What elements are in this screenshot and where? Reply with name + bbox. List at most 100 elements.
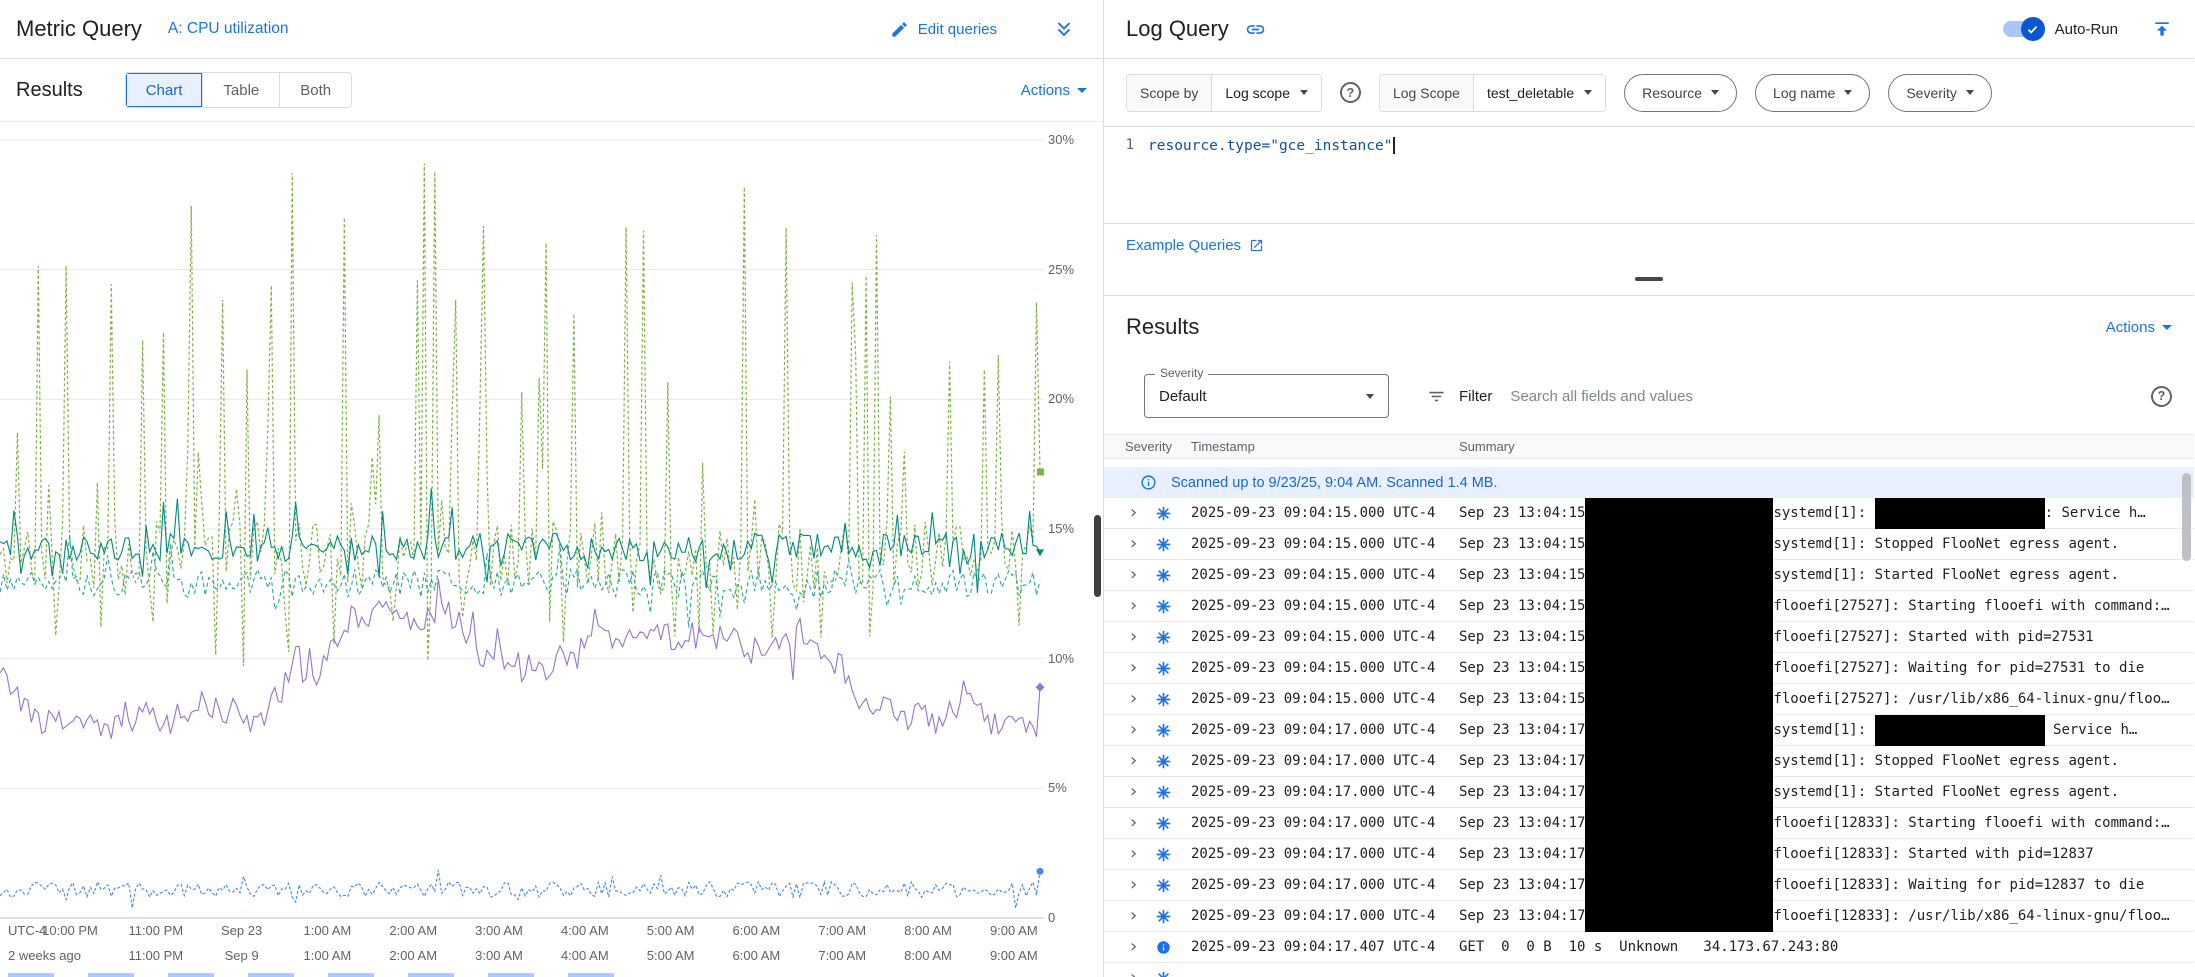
collapse-panel-icon[interactable] xyxy=(2152,19,2172,39)
log-timestamp: 2025-09-23 09:04:17.000 UTC-4 xyxy=(1191,722,1436,738)
expand-row-chevron[interactable]: › xyxy=(1128,750,1139,771)
expand-row-chevron[interactable]: › xyxy=(1128,688,1139,709)
x-axis-label: Sep 9 xyxy=(224,948,259,963)
expand-row-chevron[interactable]: › xyxy=(1128,533,1139,554)
expand-row-chevron[interactable]: › xyxy=(1128,781,1139,802)
log-row[interactable]: › 2025-09-23 09:04:17.000 UTC-4 Sep 23 13:… xyxy=(1104,807,2194,839)
summary-text: flooefi[27527]: Waiting for pid=27531 to… xyxy=(1773,659,2145,676)
log-summary: Sep 23 13:04:17 flooefi[12833]: Starting … xyxy=(1459,807,2194,839)
x-axis-label: Sep 23 xyxy=(220,923,263,938)
log-row[interactable]: › 2025-09-23 09:04:15.000 UTC-4 Sep 23 13:… xyxy=(1104,590,2194,622)
log-row[interactable]: › 2025-09-23 09:04:17.000 UTC-4 Sep 23 13:… xyxy=(1104,776,2194,808)
cpu-utilization-chart[interactable]: 30% 25% 20% 15% 10% 5% 0 UTC-4 10:00 PM 11:00 PM… xyxy=(0,122,1103,977)
tab-table[interactable]: Table xyxy=(202,73,280,107)
summary-text: systemd[1]: Started FlooNet egress agent… xyxy=(1773,783,2120,800)
expand-row-chevron[interactable]: › xyxy=(1128,626,1139,647)
log-row[interactable]: › 2025-09-23 09:04:15.000 UTC-4 Sep 23 13:… xyxy=(1104,528,2194,560)
tab-both[interactable]: Both xyxy=(279,73,352,107)
summary-text: Sep 23 13:04:15 xyxy=(1459,628,1586,645)
summary-text: Sep 23 13:04:17 xyxy=(1459,876,1586,893)
log-timestamp: 2025-09-23 09:04:15.000 UTC-4 xyxy=(1191,629,1436,645)
redacted-text xyxy=(1585,559,1774,591)
chevron-down-icon xyxy=(1844,90,1853,95)
log-row[interactable]: › 2025-09-23 09:04:15.000 UTC-4 Sep 23 13:… xyxy=(1104,683,2194,715)
expand-row-chevron[interactable]: › xyxy=(1128,657,1139,678)
default-severity-icon xyxy=(1156,630,1186,645)
expand-row-chevron[interactable]: › xyxy=(1128,936,1139,957)
metric-query-a-link[interactable]: A: CPU utilization xyxy=(167,20,289,37)
scope-by-label: Scope by xyxy=(1127,74,1213,111)
default-severity-icon xyxy=(1156,909,1186,924)
link-icon[interactable] xyxy=(1245,19,1266,40)
default-severity-icon xyxy=(1156,537,1186,552)
log-row[interactable]: › 2025-09-23 09:04:15.000 UTC-4 Sep 23 13:… xyxy=(1104,497,2194,529)
x-axis-label: 8:00 AM xyxy=(904,923,952,938)
example-queries-label: Example Queries xyxy=(1126,237,1242,254)
log-query-editor[interactable]: 1 resource.type="gce_instance" xyxy=(1104,126,2194,224)
summary-text: Sep 23 13:04:15 xyxy=(1459,659,1586,676)
default-severity-icon xyxy=(1156,506,1186,521)
chevron-down-icon xyxy=(1965,90,1974,95)
log-row[interactable]: › 2025-09-23 09:04:17.000 UTC-4 Sep 23 13:… xyxy=(1104,900,2194,932)
expand-row-chevron[interactable]: › xyxy=(1128,719,1139,740)
log-scope-selector[interactable]: Log Scope test_deletable xyxy=(1378,73,1607,112)
left-panel-scrollbar[interactable] xyxy=(1094,515,1101,597)
expand-row-chevron[interactable]: › xyxy=(1128,905,1139,926)
help-icon[interactable]: ? xyxy=(1339,82,1361,103)
log-results-scrollbar[interactable] xyxy=(2182,473,2191,561)
y-axis-label: 10% xyxy=(1048,650,1075,666)
x-axis-label: 7:00 AM xyxy=(818,948,867,963)
log-row[interactable]: › 2025-09-23 09:04:17.000 UTC-4 Sep 23 13:… xyxy=(1104,869,2194,901)
log-row[interactable]: › 2025-09-23 09:04:15.000 UTC-4 Sep 23 13:… xyxy=(1104,559,2194,591)
log-summary: Sep 23 13:04:17 flooefi[12833]: /usr/lib/… xyxy=(1459,900,2194,932)
help-icon[interactable]: ? xyxy=(2151,385,2172,407)
log-timestamp: 2025-09-23 09:04:15.000 UTC-4 xyxy=(1191,536,1436,552)
drag-handle[interactable] xyxy=(1635,277,1663,281)
editor-code-line[interactable]: resource.type="gce_instance" xyxy=(1148,127,1396,223)
expand-row-chevron[interactable]: › xyxy=(1128,564,1139,585)
log-row[interactable]: › 2025-09-23 09:04:15.000 UTC-4 Sep 23 13:… xyxy=(1104,621,2194,653)
redacted-text xyxy=(1874,714,2045,746)
resource-filter-dropdown[interactable]: Resource xyxy=(1624,73,1738,112)
summary-text: flooefi[12833]: Waiting for pid=12837 to… xyxy=(1773,876,2145,893)
metric-actions-dropdown[interactable]: Actions xyxy=(1021,82,1087,99)
log-summary: Sep 23 13:04:15 flooefi[27527]: Waiting f… xyxy=(1459,652,2194,684)
edit-queries-button[interactable]: Edit queries xyxy=(890,20,997,39)
expand-queries-icon[interactable] xyxy=(1053,18,1075,40)
log-search-input[interactable] xyxy=(1510,387,2151,405)
log-row[interactable]: › 2025-09-23 09:04:17.000 UTC-4 Sep 23 13:… xyxy=(1104,745,2194,777)
log-timestamp: 2025-09-23 09:04:15.000 UTC-4 xyxy=(1191,505,1436,521)
auto-run-toggle[interactable] xyxy=(2002,17,2045,41)
severity-filter-dropdown[interactable]: Severity xyxy=(1888,73,1992,112)
redacted-text xyxy=(1585,714,1774,746)
expand-row-chevron[interactable]: › xyxy=(1128,502,1139,523)
log-row[interactable]: › 2025-09-23 09:04:17.000 UTC-4 Sep 23 13:… xyxy=(1104,714,2194,746)
log-row[interactable]: › 2025-09-23 09:04:17.407 UTC-4 GET 0 0 B … xyxy=(1104,932,2194,963)
redacted-text xyxy=(1585,528,1774,560)
example-queries-link[interactable]: Example Queries xyxy=(1126,237,1264,254)
log-summary: Sep 23 13:04:17 systemd[1]: Started FlooN… xyxy=(1459,776,2194,808)
y-axis-label: 5% xyxy=(1048,780,1067,796)
summary-text: Sep 23 13:04:17 xyxy=(1459,814,1586,831)
expand-row-chevron[interactable]: › xyxy=(1128,812,1139,833)
log-row[interactable]: › 2025-09-23 09:04:15.000 UTC-4 Sep 23 13:… xyxy=(1104,652,2194,684)
severity-select[interactable]: Severity Default xyxy=(1144,366,1389,418)
summary-text: Sep 23 13:04:15 xyxy=(1459,535,1586,552)
tab-chart[interactable]: Chart xyxy=(125,73,203,107)
query-code-text: resource.type="gce_instance" xyxy=(1148,138,1393,154)
expand-row-chevron[interactable]: › xyxy=(1128,595,1139,616)
log-row[interactable]: › xyxy=(1104,963,2194,977)
log-row[interactable]: › 2025-09-23 09:04:17.000 UTC-4 Sep 23 13:… xyxy=(1104,838,2194,870)
expand-row-chevron[interactable]: › xyxy=(1128,843,1139,864)
log-name-filter-dropdown[interactable]: Log name xyxy=(1755,73,1871,112)
summary-text: systemd[1]: Stopped FlooNet egress agent… xyxy=(1773,752,2120,769)
log-filter-bar: Severity Default Filter ? xyxy=(1104,358,2194,434)
log-query-header: Log Query Auto-Run xyxy=(1104,0,2194,59)
scope-by-value: Log scope xyxy=(1225,84,1290,101)
chart-view-segmented-control: Chart Table Both xyxy=(124,72,353,108)
expand-row-chevron[interactable]: › xyxy=(1128,969,1156,977)
scope-by-dropdown[interactable]: Scope by Log scope xyxy=(1126,73,1322,112)
expand-row-chevron[interactable]: › xyxy=(1128,874,1139,895)
summary-text: flooefi[27527]: /usr/lib/x86_64-linux-gn… xyxy=(1773,690,2170,707)
log-actions-dropdown[interactable]: Actions xyxy=(2106,319,2172,336)
